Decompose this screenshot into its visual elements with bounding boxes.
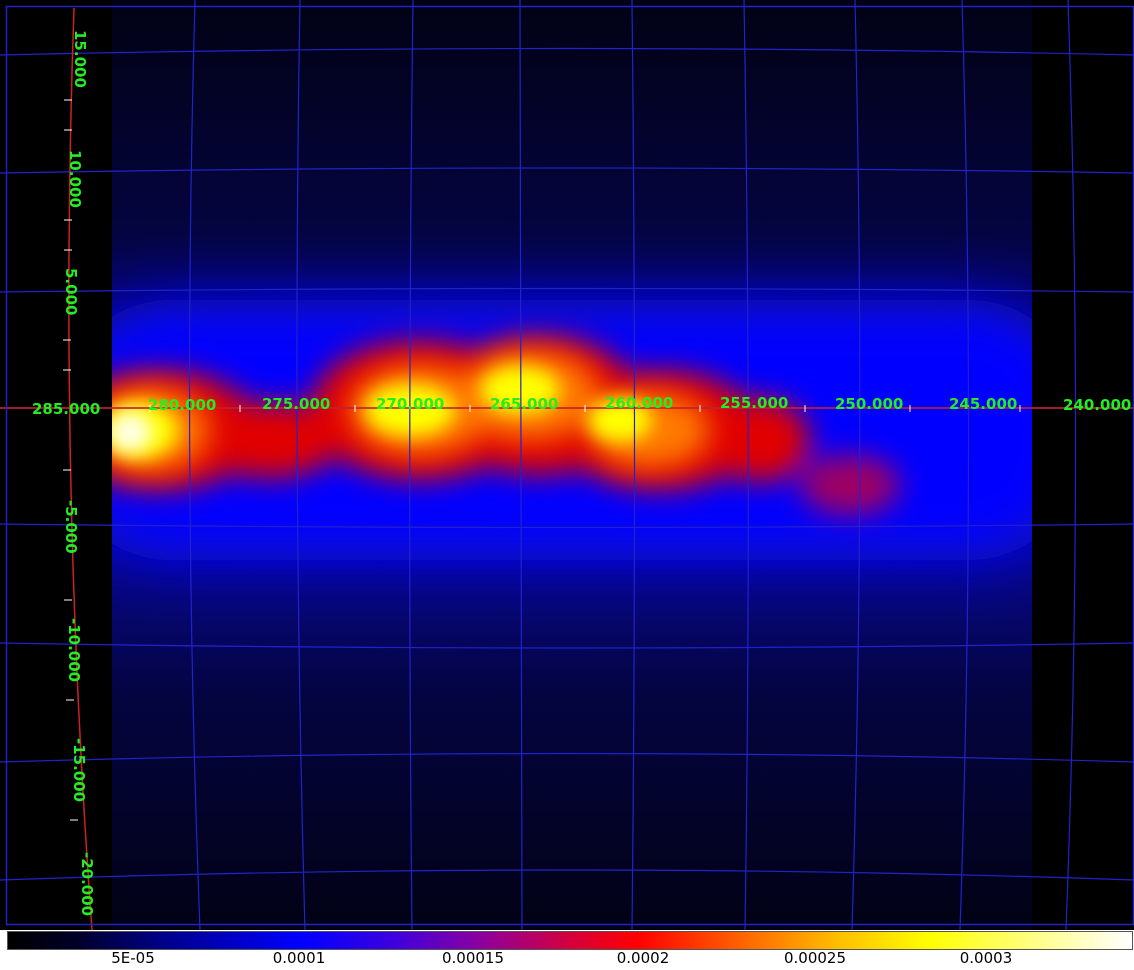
latitude-labels: 15.000 10.000 5.000 -5.000 -10.000 -15.0… bbox=[62, 30, 96, 916]
lon-label: 270.000 bbox=[376, 395, 444, 413]
lat-label: 10.000 bbox=[66, 150, 84, 208]
lon-label: 260.000 bbox=[605, 394, 673, 412]
lon-label: 275.000 bbox=[262, 395, 330, 413]
lat-label: -15.000 bbox=[70, 738, 88, 802]
lat-label: -5.000 bbox=[62, 500, 80, 554]
colorbar-tick-label: 5E-05 bbox=[111, 949, 155, 967]
lat-label: -20.000 bbox=[78, 852, 96, 916]
intensity-image bbox=[112, 0, 1032, 930]
colorbar-tick-label: 0.0001 bbox=[272, 949, 326, 967]
sky-map-viewer[interactable]: 285.000 280.000 275.000 270.000 265.000 … bbox=[0, 0, 1134, 930]
colorbar-tick-label: 0.00015 bbox=[441, 949, 505, 967]
latitude-axis bbox=[68, 7, 93, 930]
lat-label: -10.000 bbox=[65, 618, 83, 682]
sky-map[interactable]: 285.000 280.000 275.000 270.000 265.000 … bbox=[0, 0, 1134, 930]
colorbar-panel: 5E-05 0.0001 0.00015 0.0002 0.00025 0.00… bbox=[0, 930, 1134, 970]
colorbar[interactable] bbox=[7, 931, 1133, 950]
axes bbox=[0, 7, 1134, 930]
lon-label: 280.000 bbox=[148, 396, 216, 414]
lon-label: 240.000 bbox=[1063, 396, 1131, 414]
lon-label: 255.000 bbox=[720, 394, 788, 412]
longitude-labels: 285.000 280.000 275.000 270.000 265.000 … bbox=[32, 394, 1131, 418]
lon-label: 285.000 bbox=[32, 400, 100, 418]
lon-label: 245.000 bbox=[949, 395, 1017, 413]
colorbar-tick-label: 0.0002 bbox=[616, 949, 670, 967]
lon-label: 265.000 bbox=[490, 395, 558, 413]
colorbar-tick-label: 0.0003 bbox=[959, 949, 1013, 967]
lat-label: 5.000 bbox=[62, 268, 80, 315]
lon-label: 250.000 bbox=[835, 395, 903, 413]
colorbar-tick-label: 0.00025 bbox=[783, 949, 847, 967]
lat-label: 15.000 bbox=[71, 30, 89, 88]
